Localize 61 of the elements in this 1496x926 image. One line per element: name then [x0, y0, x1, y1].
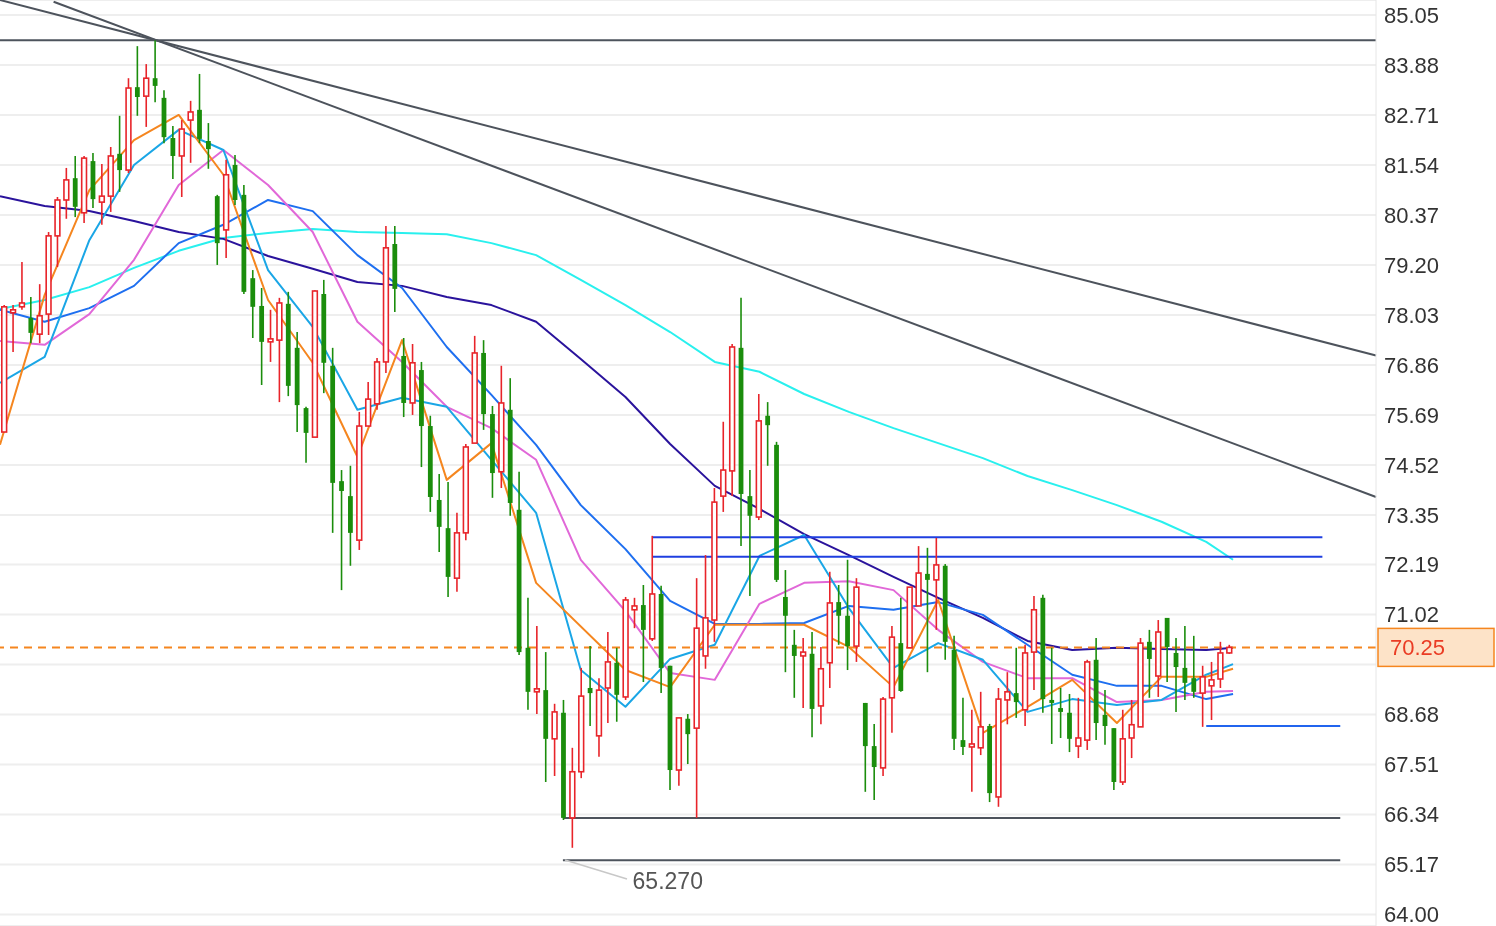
candlestick: [205, 122, 211, 170]
candlestick: [587, 645, 593, 727]
y-tick-label: 65.17: [1384, 852, 1440, 878]
candlestick: [685, 713, 691, 765]
y-tick-label: 64.00: [1384, 902, 1440, 926]
candlestick: [1191, 635, 1197, 699]
candlestick: [836, 584, 842, 646]
candlestick: [98, 163, 106, 226]
candlestick: [1182, 625, 1188, 701]
candlestick: [968, 708, 976, 793]
candlestick: [36, 283, 43, 344]
candlestick: [134, 45, 140, 117]
candlestick: [925, 547, 930, 673]
candlestick: [977, 691, 984, 756]
candlestick: [1199, 664, 1206, 728]
candlestick: [765, 401, 771, 467]
y-tick-label: 76.86: [1384, 352, 1440, 378]
y-tick-label: 85.05: [1384, 2, 1440, 28]
candlestick: [143, 63, 150, 128]
candlestick: [1013, 647, 1019, 719]
y-tick-label: 78.03: [1384, 302, 1440, 328]
candlestick: [631, 597, 638, 629]
candlestick: [28, 296, 34, 344]
candlestick: [267, 309, 274, 363]
y-tick-label: 79.20: [1384, 252, 1440, 278]
candlestick: [1075, 697, 1082, 759]
candlestick: [339, 469, 344, 591]
y-tick-label: 71.02: [1384, 602, 1440, 628]
candlestick: [933, 537, 940, 631]
candlestick: [1208, 661, 1215, 721]
y-tick-label: 75.69: [1384, 402, 1440, 428]
candlestick: [63, 167, 70, 220]
y-tick-label: 66.34: [1384, 802, 1440, 828]
candlestick: [799, 637, 807, 709]
line-series: [0, 228, 1235, 561]
candlestick: [170, 125, 176, 180]
candlestick: [783, 569, 788, 673]
candlestick: [152, 39, 158, 103]
candlestick: [18, 261, 26, 311]
candlestick: [871, 723, 877, 801]
y-tick-label: 81.54: [1384, 152, 1440, 178]
y-tick-label: 74.52: [1384, 452, 1440, 478]
candlestick: [1049, 647, 1055, 745]
candlestick: [1128, 699, 1135, 759]
y-tick-label: 80.37: [1384, 202, 1440, 228]
annotation: 65.270: [632, 867, 703, 895]
ref-line-label: 70.25: [1390, 635, 1446, 661]
candlestick: [1004, 671, 1011, 726]
candlestick: [533, 625, 541, 715]
candlestick: [9, 304, 17, 353]
y-tick-label: 82.71: [1384, 102, 1440, 128]
candlestick: [1146, 629, 1152, 699]
y-tick-label: 73.35: [1384, 502, 1440, 528]
candlestick: [187, 100, 194, 164]
candlestick: [117, 115, 122, 193]
y-tick-label: 72.19: [1384, 552, 1440, 578]
y-tick-label: 83.88: [1384, 52, 1440, 78]
candlestick: [1058, 687, 1063, 739]
y-tick-label: 68.68: [1384, 702, 1440, 728]
y-tick-label: 67.51: [1384, 752, 1440, 778]
candlestick: [791, 629, 797, 699]
